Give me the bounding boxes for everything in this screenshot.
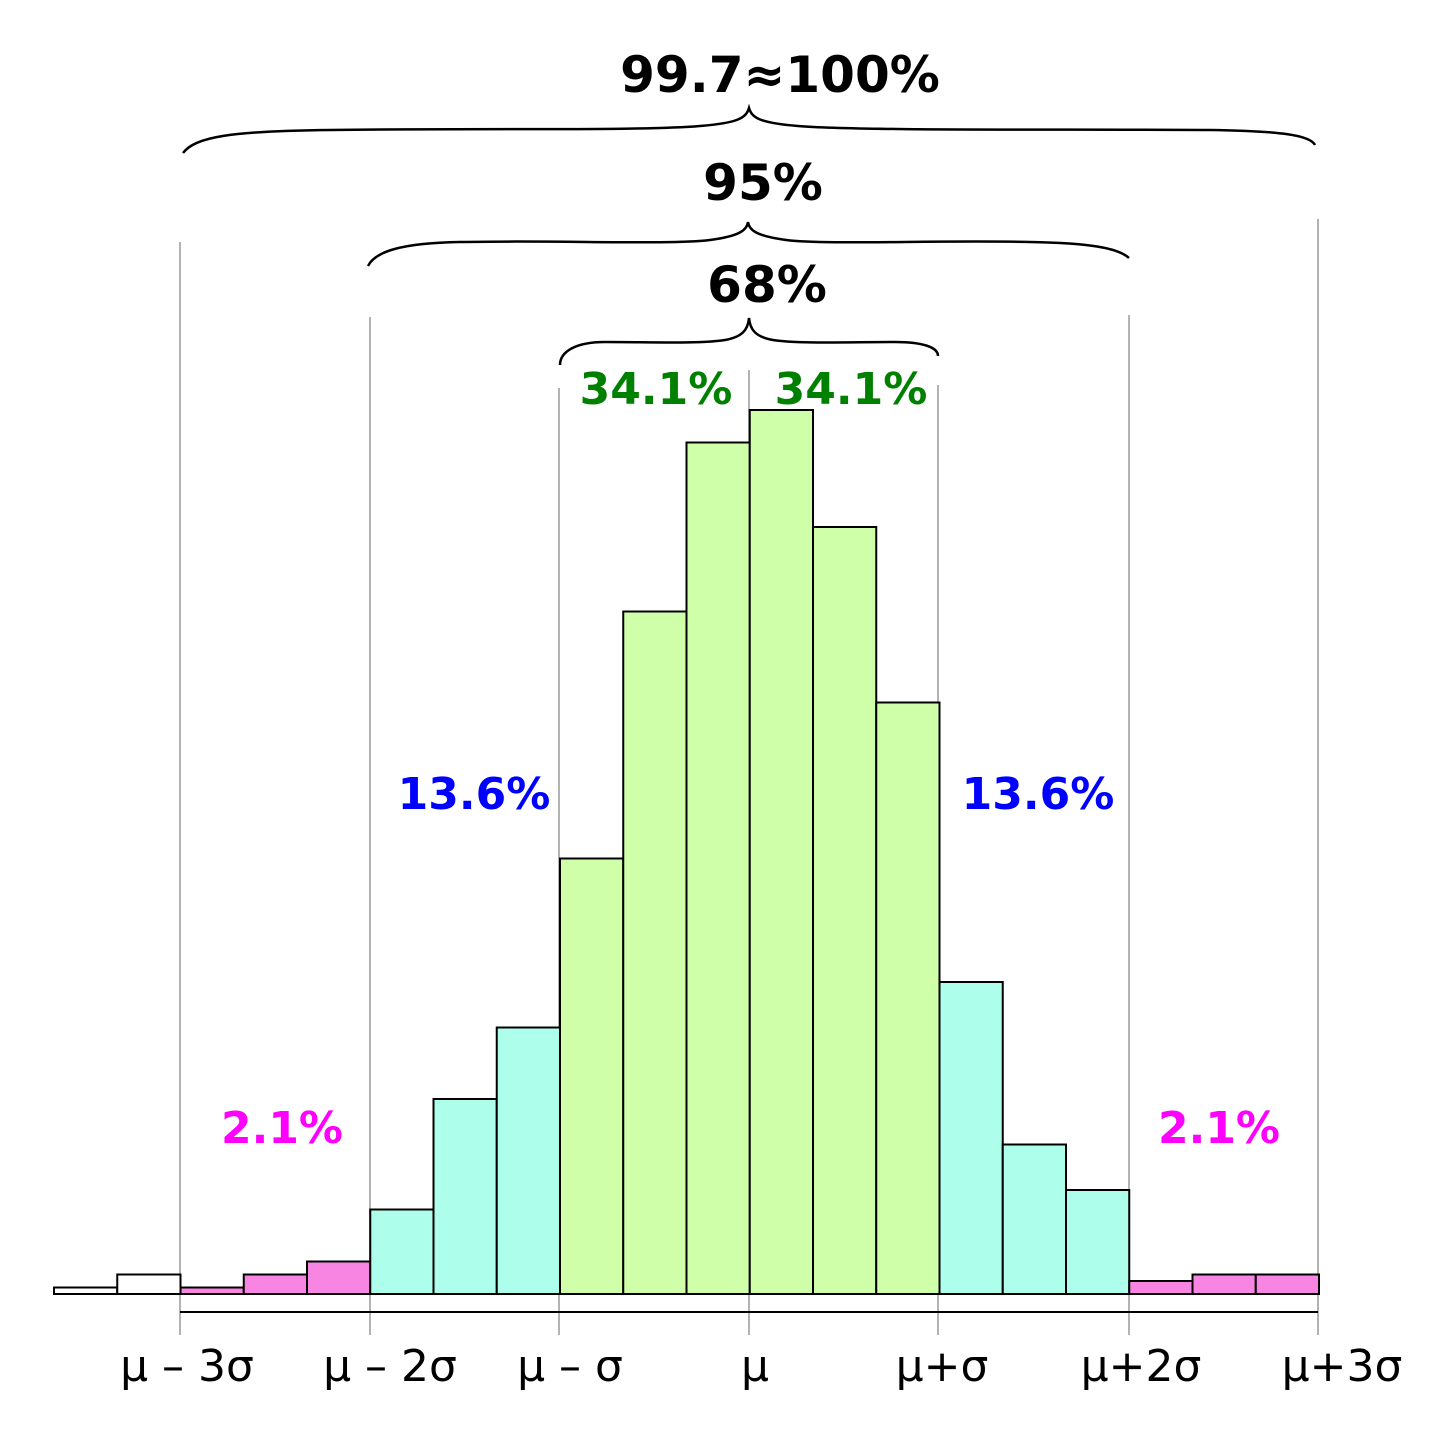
green-right-label: 34.1% <box>775 364 928 415</box>
blue-right-label: 13.6% <box>962 769 1115 820</box>
brace-label-68: 68% <box>707 256 827 314</box>
histogram-bar-14 <box>875 701 941 1295</box>
histogram-bar-17 <box>1065 1189 1131 1295</box>
histogram-bar-6 <box>369 1208 435 1295</box>
braces <box>182 103 1317 366</box>
histogram-bar-3 <box>179 1286 245 1295</box>
histogram-bar-15 <box>938 981 1004 1295</box>
histogram-bar-8 <box>495 1026 561 1295</box>
brace-68 <box>558 317 940 366</box>
histogram-bar-1 <box>53 1286 119 1295</box>
brace-label-95: 95% <box>703 154 823 212</box>
histogram-bar-12 <box>748 409 814 1295</box>
magenta-left-label: 2.1% <box>221 1103 343 1154</box>
tick-label-plus-3-sigma: μ+3σ <box>1282 1341 1403 1392</box>
histogram-bar-11 <box>685 441 751 1295</box>
blue-left-label: 13.6% <box>398 769 551 820</box>
histogram-bar-16 <box>1001 1143 1067 1295</box>
histogram-bar-4 <box>242 1273 308 1295</box>
histogram-bar-20 <box>1254 1273 1320 1295</box>
histogram-bar-7 <box>432 1098 498 1295</box>
histogram-bar-10 <box>622 610 688 1295</box>
brace-labels: 99.7≈100% 95% 68% <box>620 46 940 314</box>
green-left-label: 34.1% <box>580 364 733 415</box>
tick-label-minus-1-sigma: μ – σ <box>517 1341 623 1392</box>
histogram-bar-9 <box>559 857 625 1295</box>
brace-95 <box>366 221 1130 267</box>
brace-997 <box>182 103 1317 154</box>
tick-label-mean: μ <box>741 1341 769 1392</box>
x-tick-labels: μ – 3σ μ – 2σ μ – σ μ μ+σ μ+2σ μ+3σ <box>120 1341 1402 1392</box>
tick-label-minus-2-sigma: μ – 2σ <box>323 1341 457 1392</box>
histogram-bar-13 <box>812 526 878 1295</box>
tick-label-plus-1-sigma: μ+σ <box>896 1341 989 1392</box>
histogram-bar-5 <box>306 1260 372 1295</box>
tick-label-plus-2-sigma: μ+2σ <box>1081 1341 1202 1392</box>
histogram-bar-2 <box>116 1273 182 1295</box>
magenta-right-label: 2.1% <box>1158 1103 1280 1154</box>
histogram-bar-19 <box>1191 1273 1257 1295</box>
brace-label-997: 99.7≈100% <box>620 46 940 104</box>
percentage-annotations: 34.1% 34.1% 13.6% 13.6% 2.1% 2.1% <box>221 364 1280 1154</box>
histogram-bar-18 <box>1128 1280 1194 1295</box>
tick-label-minus-3-sigma: μ – 3σ <box>120 1341 254 1392</box>
histogram-bars <box>53 409 1320 1295</box>
